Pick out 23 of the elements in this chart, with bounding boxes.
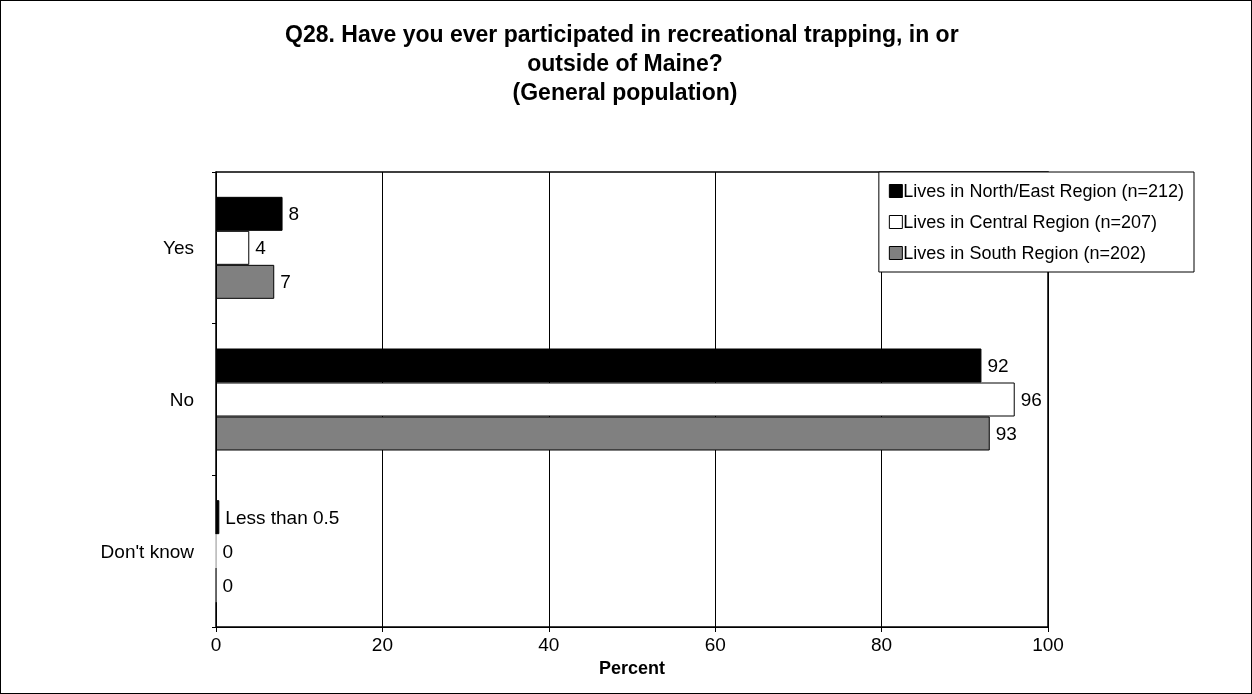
x-tick-label: 100: [1032, 634, 1064, 655]
data-label: 0: [222, 574, 234, 596]
legend-label: Lives in North/East Region (n=212): [903, 181, 1184, 201]
y-tick-label: Don't know: [100, 540, 195, 562]
x-tick-label: 0: [210, 634, 222, 655]
x-tick-label: 20: [371, 634, 393, 655]
data-label: 7: [280, 271, 291, 293]
data-label: 96: [1020, 389, 1042, 410]
legend-label: Lives in Central Region (n=207): [903, 212, 1157, 232]
data-label: Less than 0.5: [225, 506, 340, 528]
x-tick-label: 80: [871, 634, 893, 655]
data-label: 92: [987, 355, 1009, 376]
data-label: 93: [995, 423, 1017, 444]
x-tick-label: 60: [704, 634, 726, 655]
legend-label: Lives in South Region (n=202): [903, 243, 1147, 263]
data-label: 8: [288, 203, 300, 225]
x-axis-title: Percent: [598, 657, 666, 678]
data-label: 0: [222, 540, 234, 562]
data-label: 4: [255, 237, 267, 259]
y-tick-label: No: [169, 389, 194, 410]
x-tick-label: 40: [538, 634, 560, 655]
y-tick-label: Yes: [163, 237, 194, 259]
chart-title: Q28. Have you ever participated in recreational trapping, in or outside of Maine? (General population): [285, 20, 965, 105]
